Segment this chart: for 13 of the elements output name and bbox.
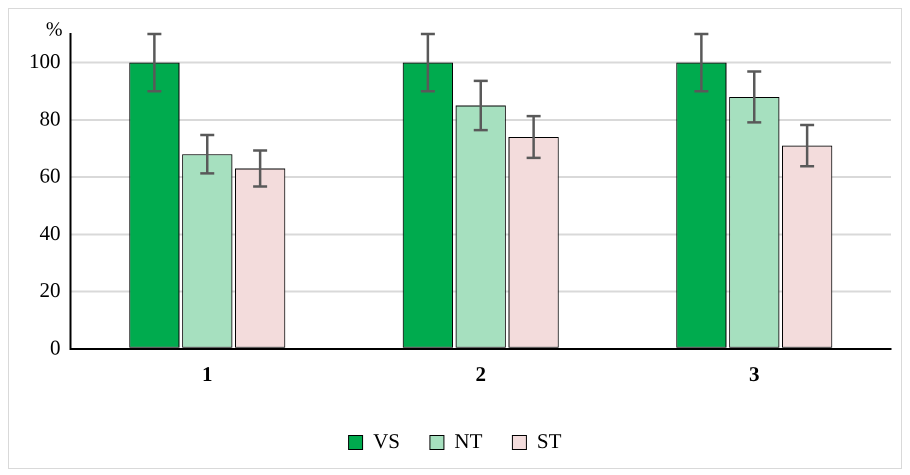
y-tick-label: 20 bbox=[40, 278, 60, 302]
x-tick-label: 2 bbox=[476, 362, 486, 386]
legend-label: ST bbox=[536, 429, 562, 454]
legend-label: NT bbox=[454, 429, 483, 454]
x-tick-label: 1 bbox=[202, 362, 212, 386]
y-tick-label: 40 bbox=[40, 220, 60, 245]
y-tick-label: 60 bbox=[40, 164, 60, 188]
x-tick-label: 3 bbox=[749, 362, 760, 386]
legend-label: VS bbox=[373, 429, 400, 454]
y-axis-title: % bbox=[46, 18, 62, 40]
y-tick-label: 80 bbox=[40, 106, 60, 130]
y-tick-label: 100 bbox=[29, 49, 60, 74]
y-tick-label: 0 bbox=[50, 335, 60, 360]
